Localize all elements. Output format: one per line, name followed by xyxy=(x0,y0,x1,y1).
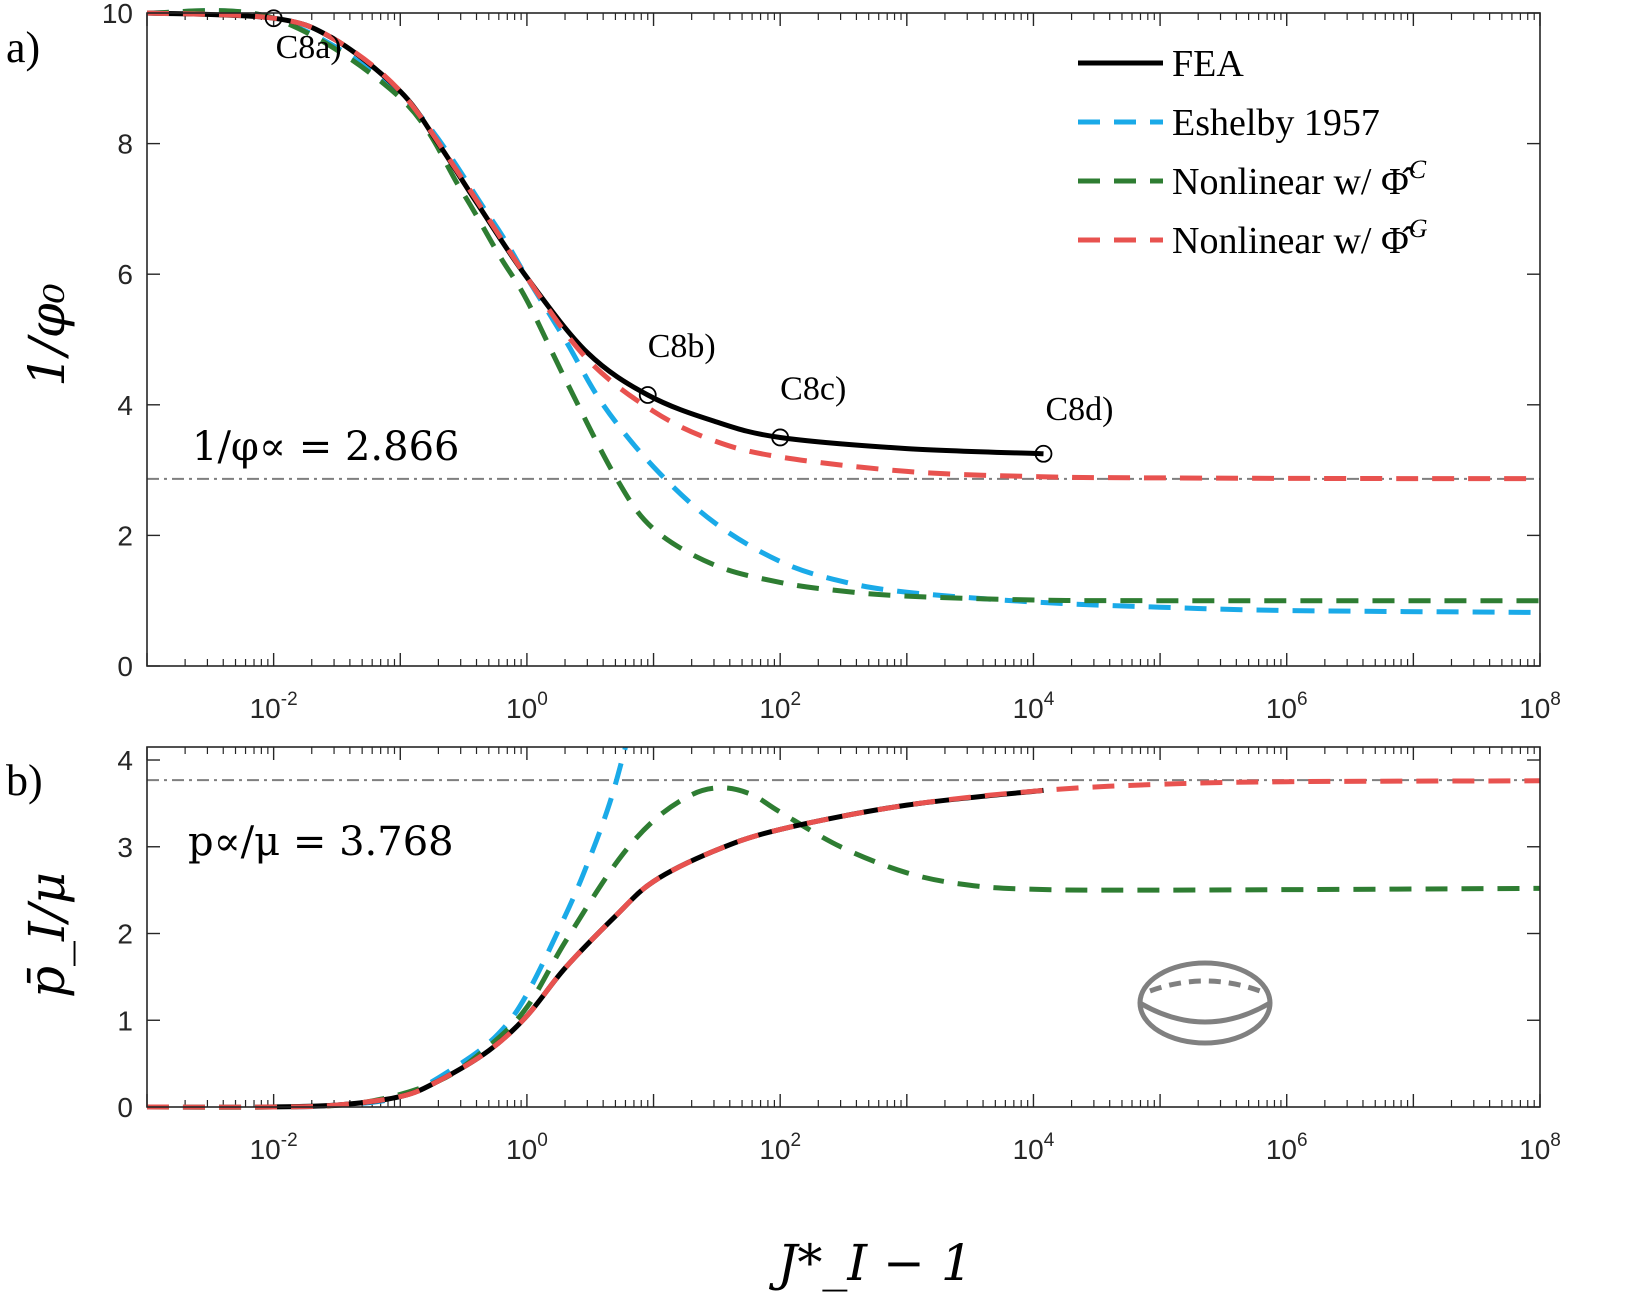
series-line-nonlinear_g xyxy=(146,778,1541,1110)
y-tick-label: 2 xyxy=(117,520,133,551)
x-tick-label: 106 xyxy=(1266,1130,1308,1165)
annotation-label: C8b) xyxy=(648,328,716,365)
annotation-label: C8c) xyxy=(780,370,846,407)
x-tick-label: 100 xyxy=(506,689,548,724)
series-line-fea xyxy=(146,10,1044,457)
legend-label-nonlinear_c: Nonlinear w/ Φ̂C xyxy=(1172,155,1427,203)
annotation-marker xyxy=(771,428,790,447)
legend-label-nonlinear_g: Nonlinear w/ Φ̂G xyxy=(1172,214,1428,262)
legend: FEA Eshelby 1957 Nonlinear w/ Φ̂C Nonlinear… xyxy=(1078,43,1428,262)
x-tick-label: 102 xyxy=(759,1130,801,1165)
x-tick-label: 104 xyxy=(1013,689,1055,724)
x-tick-label: 102 xyxy=(759,689,801,724)
y-tick-label: 4 xyxy=(117,390,133,421)
panel-a-label: a) xyxy=(6,23,40,72)
ellipsoid-front-equator xyxy=(1138,1000,1272,1025)
legend-label-eshelby: Eshelby 1957 xyxy=(1172,102,1380,144)
series-line-eshelby xyxy=(146,8,1541,615)
annotation-label: C8a) xyxy=(276,29,342,66)
panel-b-label: b) xyxy=(6,756,43,805)
series-line-eshelby xyxy=(146,746,628,1110)
panel-a-series xyxy=(146,8,1541,615)
y-tick-label: 6 xyxy=(117,259,133,290)
panel-b-series xyxy=(146,746,1541,1110)
series-line-nonlinear_c xyxy=(146,785,1541,1110)
x-tick-label: 10-2 xyxy=(250,689,298,724)
annotation-marker xyxy=(264,9,283,28)
x-axis-label: J*_I − 1 xyxy=(768,1234,972,1292)
y-tick-label: 4 xyxy=(117,745,133,776)
series-line-nonlinear_g xyxy=(146,10,1541,482)
ellipsoid-outline xyxy=(1137,960,1273,1046)
y-tick-label: 8 xyxy=(117,129,133,160)
annotation-marker xyxy=(1034,444,1053,463)
x-tick-label: 108 xyxy=(1519,689,1561,724)
x-tick-label: 10-2 xyxy=(250,1130,298,1165)
annotation-marker xyxy=(638,386,657,404)
panel-a-frame xyxy=(146,12,1541,667)
y-tick-label: 0 xyxy=(117,1092,133,1123)
y-tick-label: 2 xyxy=(117,919,133,950)
panel-a-markers: C8a) C8b) C8c) C8d) xyxy=(264,9,1113,463)
y-tick-label: 0 xyxy=(117,651,133,682)
x-tick-label: 100 xyxy=(506,1130,548,1165)
oblate-ellipsoid-icon xyxy=(1137,960,1273,1046)
x-tick-label: 104 xyxy=(1013,1130,1055,1165)
panel-b: 10-2 100 102 104 106 108 0 1 2 3 4 b) p̄_I/μ J*_I … xyxy=(6,745,1561,1292)
series-line-nonlinear_c xyxy=(146,8,1541,604)
y-tick-label: 3 xyxy=(117,832,133,863)
panel-a-y-axis-label: 1/φ₀ xyxy=(18,283,76,387)
annotation-label: C8d) xyxy=(1045,391,1113,428)
ellipsoid-back-equator xyxy=(1149,978,1261,994)
y-tick-label: 10 xyxy=(102,0,133,29)
panel-b-frame xyxy=(146,746,1541,1108)
y-tick-label: 1 xyxy=(117,1005,133,1036)
legend-label-fea: FEA xyxy=(1172,43,1244,85)
panel-b-ticks: 10-2 100 102 104 106 108 0 1 2 3 4 xyxy=(117,745,1560,1165)
panel-b-reference-label: p∝/μ = 3.768 xyxy=(188,819,454,865)
x-tick-label: 108 xyxy=(1519,1130,1561,1165)
x-tick-label: 106 xyxy=(1266,689,1308,724)
panel-a-reference-label: 1/φ∝ = 2.866 xyxy=(192,424,459,470)
panel-b-y-axis-label: p̄_I/μ xyxy=(18,872,76,998)
